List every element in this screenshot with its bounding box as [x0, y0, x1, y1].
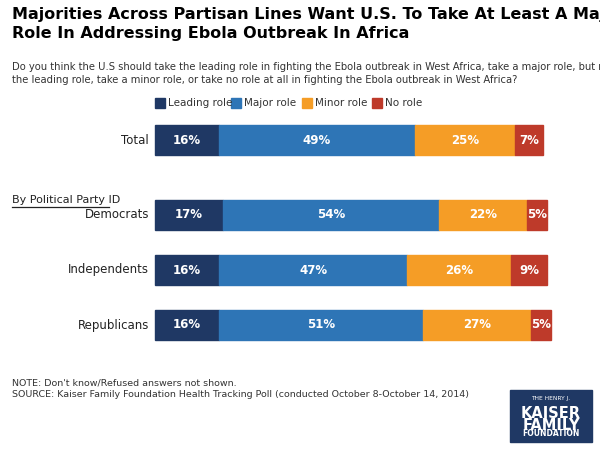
Text: Major role: Major role: [244, 98, 296, 108]
Text: Do you think the U.S should take the leading role in fighting the Ebola outbreak: Do you think the U.S should take the lea…: [12, 62, 600, 85]
Text: 17%: 17%: [175, 208, 203, 221]
Text: NOTE: Don't know/Refused answers not shown.: NOTE: Don't know/Refused answers not sho…: [12, 378, 236, 387]
Bar: [302, 98, 312, 108]
Bar: [223, 200, 439, 230]
Bar: [439, 200, 527, 230]
Text: 26%: 26%: [445, 264, 473, 276]
Bar: [155, 98, 165, 108]
Bar: [415, 125, 515, 155]
Bar: [515, 125, 543, 155]
Text: Total: Total: [121, 134, 149, 147]
Text: FAMILY: FAMILY: [522, 418, 580, 433]
Text: By Political Party ID: By Political Party ID: [12, 195, 120, 205]
Bar: [531, 310, 551, 340]
Text: Minor role: Minor role: [315, 98, 367, 108]
Text: 5%: 5%: [527, 208, 547, 221]
Text: 7%: 7%: [519, 134, 539, 147]
Text: 47%: 47%: [299, 264, 327, 276]
Text: 16%: 16%: [173, 264, 201, 276]
Bar: [155, 125, 219, 155]
Bar: [219, 255, 407, 285]
Text: 51%: 51%: [307, 319, 335, 332]
Bar: [155, 310, 219, 340]
Bar: [510, 390, 592, 442]
Bar: [219, 125, 415, 155]
Bar: [511, 255, 547, 285]
Text: KAISER: KAISER: [521, 406, 581, 421]
Bar: [423, 310, 531, 340]
Text: Democrats: Democrats: [85, 208, 149, 221]
Text: 9%: 9%: [519, 264, 539, 276]
Text: Majorities Across Partisan Lines Want U.S. To Take At Least A Major
Role In Addr: Majorities Across Partisan Lines Want U.…: [12, 7, 600, 40]
Bar: [231, 98, 241, 108]
Text: 25%: 25%: [451, 134, 479, 147]
Bar: [527, 200, 547, 230]
Text: 22%: 22%: [469, 208, 497, 221]
Text: 54%: 54%: [317, 208, 345, 221]
Bar: [155, 200, 223, 230]
Bar: [219, 310, 423, 340]
Text: 49%: 49%: [303, 134, 331, 147]
Text: No role: No role: [385, 98, 422, 108]
Text: SOURCE: Kaiser Family Foundation Health Tracking Poll (conducted October 8-Octob: SOURCE: Kaiser Family Foundation Health …: [12, 390, 469, 399]
Text: 16%: 16%: [173, 134, 201, 147]
Bar: [407, 255, 511, 285]
Bar: [155, 255, 219, 285]
Text: Independents: Independents: [68, 264, 149, 276]
Text: 27%: 27%: [463, 319, 491, 332]
Text: 16%: 16%: [173, 319, 201, 332]
Text: Leading role: Leading role: [168, 98, 232, 108]
Text: FOUNDATION: FOUNDATION: [523, 429, 580, 438]
Text: Republicans: Republicans: [77, 319, 149, 332]
Text: THE HENRY J.: THE HENRY J.: [532, 396, 571, 401]
Bar: [372, 98, 382, 108]
Text: 5%: 5%: [531, 319, 551, 332]
